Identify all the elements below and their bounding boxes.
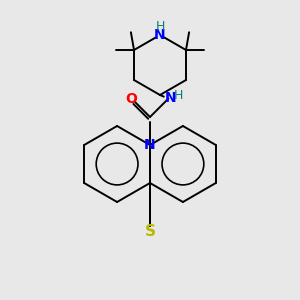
Text: S: S [145,224,155,239]
Text: H: H [174,89,183,102]
Text: O: O [126,92,138,106]
Text: H: H [155,20,165,32]
Text: N: N [154,28,166,42]
Text: N: N [144,138,156,152]
Text: N: N [165,91,176,105]
